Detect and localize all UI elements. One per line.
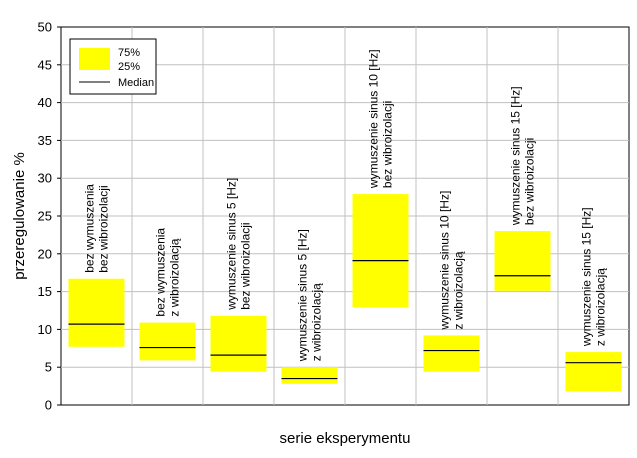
y-tick-label: 15: [38, 284, 52, 299]
y-tick-label: 35: [38, 133, 52, 148]
box-iqr: [139, 322, 196, 361]
y-tick-label: 50: [38, 20, 52, 35]
box-label-line: bez wibroizolacji: [523, 138, 537, 225]
y-tick-label: 5: [45, 360, 52, 375]
box-iqr: [281, 367, 338, 384]
box-iqr: [352, 194, 409, 308]
box-label-line: z wibroizolacją: [310, 283, 324, 361]
legend-box-swatch: [79, 48, 110, 70]
box-label-line: bez wibroizolacji: [239, 222, 253, 309]
box-label-line: z wibroizolacją: [452, 251, 466, 329]
box-label-line: bez wymuszenia: [154, 228, 168, 317]
legend-label-25: 25%: [118, 61, 140, 73]
y-tick-label: 30: [38, 171, 52, 186]
box-iqr: [494, 231, 551, 291]
boxes: [68, 194, 622, 392]
legend: 75% 25% Median: [69, 38, 157, 95]
legend-label-75: 75%: [118, 47, 140, 59]
y-axis-title: przeregulowanie %: [11, 152, 28, 280]
y-tick-labels: 0 5 10 15 20 25 30 35 40 45 50: [38, 20, 61, 413]
box-iqr: [565, 352, 622, 392]
box-label-line: wymuszenie sinus 5 [Hz]: [225, 178, 239, 311]
legend-label-median: Median: [118, 77, 154, 89]
box-label-line: bez wibroizolacji: [97, 185, 111, 272]
box-labels: bez wymuszenia bez wibroizolacji bez wymus…: [83, 49, 608, 362]
box-label-line: wymuszenie sinus 10 [Hz]: [367, 49, 381, 189]
box-iqr: [68, 278, 125, 347]
box-label-line: bez wymuszenia: [83, 184, 97, 273]
box-label-line: z wibroizolacją: [594, 268, 608, 346]
y-tick-label: 10: [38, 322, 52, 337]
box-iqr: [210, 315, 267, 372]
box-label-line: z wibroizolacją: [168, 238, 182, 316]
box-label-line: wymuszenie sinus 10 [Hz]: [438, 191, 452, 331]
box-label-line: wymuszenie sinus 5 [Hz]: [296, 229, 310, 362]
y-tick-label: 45: [38, 57, 52, 72]
box-label-line: wymuszenie sinus 15 [Hz]: [509, 86, 523, 226]
box-iqr: [423, 335, 480, 372]
box-label-line: bez wibroizolacji: [381, 101, 395, 188]
box-label-line: wymuszenie sinus 15 [Hz]: [580, 207, 594, 347]
y-tick-label: 40: [38, 95, 52, 110]
y-tick-label: 25: [38, 209, 52, 224]
y-tick-label: 0: [45, 398, 52, 413]
y-tick-label: 20: [38, 246, 52, 261]
x-axis-title: serie eksperymentu: [280, 430, 411, 447]
